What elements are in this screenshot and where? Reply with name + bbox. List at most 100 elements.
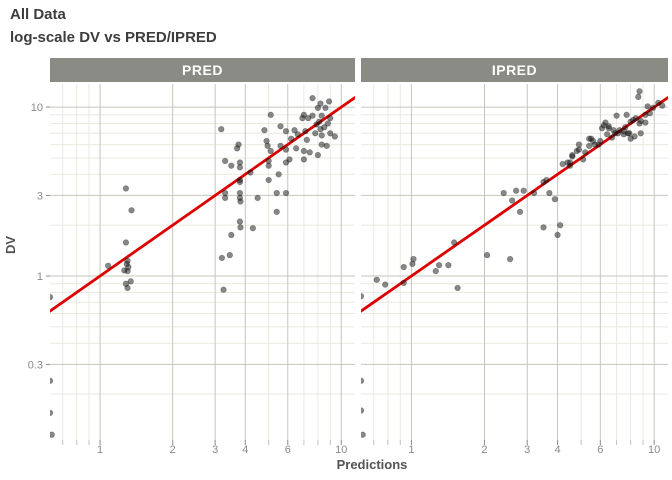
plot-subtitle: log-scale DV vs PRED/IPRED [10,29,217,46]
data-point [603,131,611,138]
data-point [605,123,612,130]
data-point [454,284,461,292]
data-point [642,119,649,126]
data-point [520,187,527,194]
pred-scatter-panel: 1 2 3 4 6 10 0.3 1 3 10 [28,84,355,456]
data-point [637,130,644,137]
data-point [324,120,332,127]
ipred-scatter-panel: 1 2 3 4 6 10 [361,84,668,456]
data-point [569,151,576,159]
data-point [235,141,242,148]
x-tick-label: 4 [555,444,561,456]
x-tick-label: 1 [97,444,103,456]
data-point [122,185,130,192]
data-point [309,112,316,119]
data-point [294,131,301,138]
x-tick-label: 6 [597,444,603,456]
data-point [327,114,334,122]
x-tick-label: 4 [242,444,248,456]
data-point [287,135,295,142]
y-axis-title: DV [3,235,18,254]
data-point [122,239,130,246]
data-point [50,431,55,438]
data-point [325,98,333,105]
data-point [314,151,322,159]
data-point [291,126,298,134]
data-point [361,431,366,438]
data-point [649,104,657,112]
data-point [236,164,244,171]
data-point [551,195,559,203]
data-point [432,267,439,275]
data-point [124,284,131,292]
x-tick-label: 6 [285,444,291,456]
data-point [318,132,325,139]
data-point [236,218,244,225]
data-point [543,176,550,184]
data-point [303,136,311,144]
data-point [546,189,553,197]
data-point [635,93,642,101]
data-point [226,251,233,259]
data-point [322,104,329,112]
data-point [644,103,651,110]
data-point [236,178,244,186]
data-point [331,133,338,140]
data-point [221,194,229,202]
data-point [275,171,282,178]
data-point [282,146,290,153]
data-point [265,176,272,184]
data-point [261,126,268,134]
data-point [237,198,244,205]
x-tick-label: 10 [335,444,347,456]
y-tick-label: 3 [37,190,43,202]
data-point [249,224,257,232]
data-point [228,162,235,169]
x-tick-label: 2 [481,444,487,456]
data-point [400,263,407,271]
data-point [623,111,630,119]
data-point [305,114,312,122]
data-point [317,100,324,107]
data-point [300,147,308,155]
data-point [613,112,620,119]
data-point [579,156,587,163]
data-point [286,156,293,163]
x-tick-label: 10 [648,444,660,456]
data-point [316,118,323,125]
data-point [314,104,322,112]
x-tick-label: 3 [212,444,218,456]
data-point [273,189,280,197]
data-point [382,281,389,288]
data-point [361,407,365,414]
data-point [228,231,235,239]
y-tick-label: 1 [37,271,43,283]
data-point [323,142,330,150]
data-point [508,197,516,204]
data-point [540,224,547,231]
identity-line [50,96,355,313]
data-point [309,94,316,102]
data-point [410,255,417,263]
data-point [247,169,254,176]
data-point [321,124,328,131]
y-tick-label: 10 [31,102,43,114]
data-point [218,125,225,133]
data-point [267,147,274,155]
data-point [50,293,54,301]
data-point [659,102,666,109]
data-point [636,88,643,95]
data-point [361,292,365,300]
data-point [237,224,244,231]
data-point [608,134,616,141]
data-point [128,207,135,214]
facet-strip-ipred: IPRED [361,58,668,82]
data-point [292,145,300,152]
data-point [312,130,319,137]
data-point [264,142,271,150]
data-point [300,111,308,119]
data-point [282,189,290,197]
data-point [361,377,365,384]
data-point [506,255,514,263]
